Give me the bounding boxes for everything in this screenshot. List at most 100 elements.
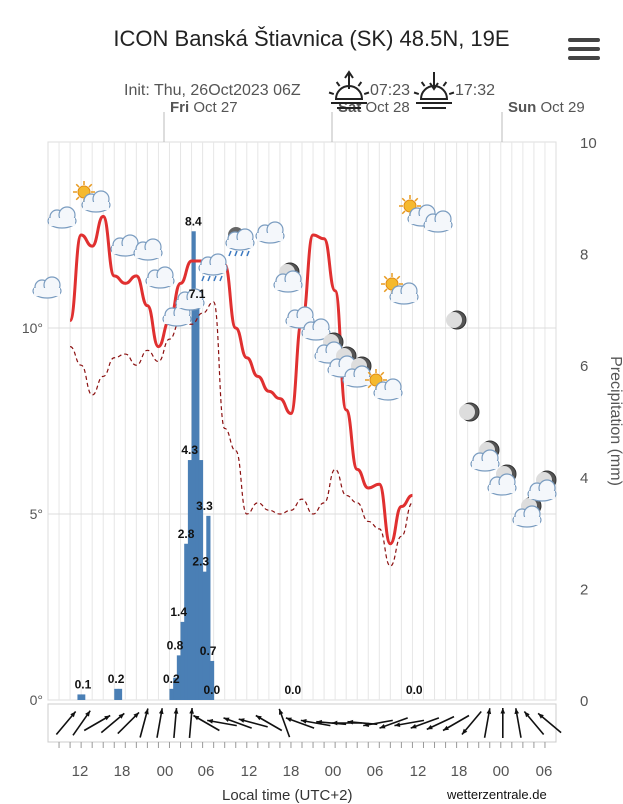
wind-arrow [514, 708, 522, 738]
page-title: ICON Banská Štiavnica (SK) 48.5N, 19E [113, 26, 510, 51]
precip-bar [209, 660, 215, 700]
cloud-icon [273, 270, 303, 293]
wind-arrow [461, 710, 482, 736]
sunrise-icon [328, 70, 370, 109]
chart-labels: 0° 5° 10° 0 2 4 6 8 10 Precipitation (mm) 0.1 0.2 0.… [22, 135, 623, 780]
precip-bar [169, 688, 174, 700]
precip-bar [184, 543, 189, 700]
y-right-tick: 4 [580, 470, 588, 487]
precip-bar [173, 677, 178, 700]
precip-bar [81, 694, 86, 700]
precip-label: 1.4 [170, 605, 187, 619]
sunset-time: 17:32 [455, 82, 495, 99]
wind-arrow [410, 717, 440, 729]
precip-label: 0.0 [203, 683, 220, 697]
wind-arrow [278, 708, 291, 738]
wind-arrow [238, 718, 268, 728]
x-tick-label: 18 [451, 763, 468, 780]
cloud-icon [423, 210, 453, 233]
x-tick-label: 12 [241, 763, 258, 780]
precip-label: 0.0 [284, 683, 301, 697]
init-label: Init: Thu, 26Oct2023 06Z [124, 82, 301, 99]
wind-arrow [363, 719, 393, 727]
precip-label: 3.3 [196, 499, 213, 513]
wind-arrow [117, 711, 140, 735]
wind-arrow [100, 712, 125, 734]
precip-bar [187, 460, 193, 700]
x-tick-label: 00 [325, 763, 342, 780]
day-label: Fri Oct 27 [170, 99, 238, 116]
precip-bar [180, 621, 185, 700]
wind-arrow [83, 714, 111, 732]
sun-cloud-icon [73, 181, 111, 213]
wind-arrow [300, 719, 331, 727]
sun-cloud-icon [381, 273, 419, 305]
moon-icon [446, 310, 467, 330]
precip-label: 2.8 [178, 527, 195, 541]
precip-label: 0.0 [406, 683, 423, 697]
y-right-tick: 0 [580, 693, 588, 710]
moon-cloud-icon [487, 464, 517, 496]
cloud-icon [145, 266, 175, 289]
cloud-icon [255, 221, 285, 244]
wind-arrow [379, 717, 408, 729]
precip-bar [176, 655, 182, 700]
precip-bar [117, 688, 123, 700]
precip-label: 7.1 [189, 287, 206, 301]
precip-label: 8.4 [185, 214, 202, 228]
y-right-tick: 6 [580, 358, 588, 375]
precip-label: 4.3 [181, 443, 198, 457]
x-tick-label: 06 [198, 763, 215, 780]
x-tick-label: 00 [493, 763, 510, 780]
wind-arrow [188, 707, 194, 739]
wind-arrow [394, 719, 425, 727]
x-tick-label: 18 [114, 763, 131, 780]
wind-arrow [55, 710, 77, 736]
sunrise-time: 07:23 [370, 82, 410, 99]
precip-bar [206, 515, 211, 700]
wind-arrow [483, 708, 492, 738]
precip-bar [202, 571, 207, 700]
wind-arrow [139, 708, 149, 738]
dewpoint-line [69, 301, 414, 567]
rain-cloud-icon [198, 253, 228, 282]
moon-cloud-icon [512, 496, 542, 528]
y-right-tick: 10 [580, 135, 597, 152]
source-label: wetterzentrale.de [447, 787, 547, 802]
wind-arrow [523, 710, 545, 736]
y-left-tick: 10° [22, 320, 43, 336]
moon-cloud-icon [470, 440, 500, 472]
wind-arrow [193, 714, 220, 732]
cloud-icon [110, 234, 140, 257]
x-tick-label: 12 [72, 763, 89, 780]
wind-arrow [316, 719, 347, 726]
y-left-tick: 0° [30, 692, 43, 708]
precip-label: 0.7 [200, 644, 217, 658]
wind-arrow [173, 707, 179, 739]
wind-arrow [223, 717, 252, 729]
wind-arrow [207, 719, 237, 727]
moon-icon [459, 402, 480, 422]
cloud-icon [133, 238, 163, 261]
x-tick-label: 06 [536, 763, 553, 780]
cloud-icon [47, 206, 77, 229]
y-right-label: Precipitation (mm) [607, 356, 623, 486]
sunset-icon [413, 72, 455, 109]
wind-arrow [285, 717, 315, 729]
x-tick-label: 12 [410, 763, 427, 780]
y-left-tick: 5° [30, 506, 43, 522]
precip-label: 0.2 [108, 672, 125, 686]
temp-lines [68, 214, 414, 567]
precip-label: 0.8 [167, 638, 184, 652]
cloud-icon [175, 288, 205, 311]
precip-bar [77, 694, 82, 700]
precip-label: 2.3 [192, 555, 209, 569]
hamburger-menu-icon[interactable] [568, 38, 600, 64]
storm-cloud-icon [225, 227, 255, 257]
wind-arrows [47, 703, 562, 748]
weather-icons [32, 181, 557, 528]
y-right-tick: 2 [580, 581, 588, 598]
precip-bar [198, 460, 204, 700]
